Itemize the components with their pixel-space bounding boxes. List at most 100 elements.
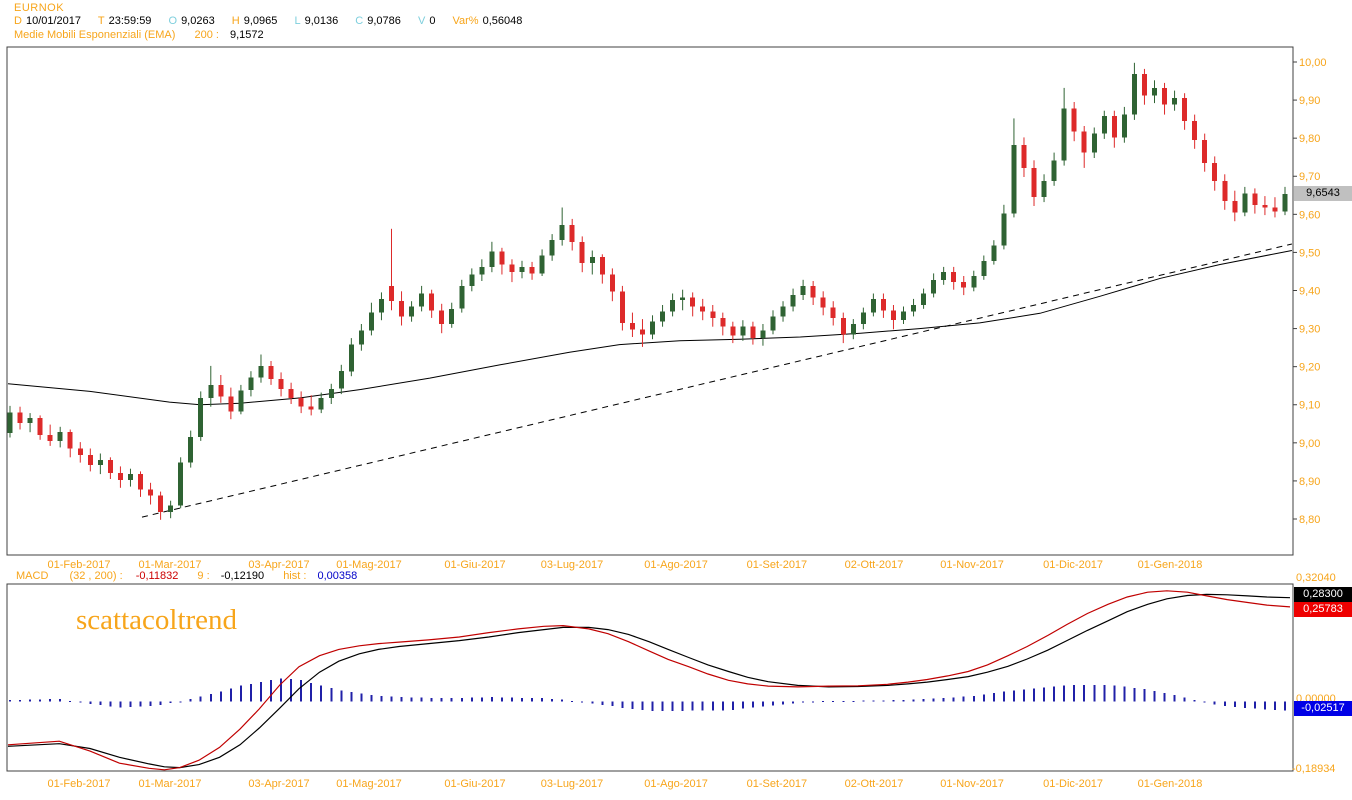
macd-histogram-bar [1233, 701, 1236, 707]
macd-histogram-bar [69, 700, 72, 702]
macd-histogram-bar [832, 700, 835, 702]
x-axis-label: 01-Mag-2017 [336, 778, 401, 790]
candle-body [1252, 193, 1258, 205]
candle-body [268, 365, 274, 379]
macd-histogram-bar [209, 694, 212, 702]
x-axis-label: 01-Mar-2017 [139, 778, 202, 790]
macd-histogram-bar [199, 696, 202, 702]
candle-body [148, 489, 154, 496]
candle-body [368, 312, 374, 331]
candle-body [298, 397, 304, 407]
candle-body [1202, 140, 1208, 163]
candle-body [971, 276, 977, 288]
candle-body [991, 245, 997, 261]
macd-histogram-bar [721, 701, 724, 711]
candle-body [128, 474, 133, 481]
candle-body [981, 260, 987, 276]
high-value: 9,0965 [243, 15, 278, 27]
macd-histogram-bar [1033, 688, 1035, 702]
macd-histogram-bar [611, 701, 614, 707]
ema-value: 9,1572 [230, 29, 264, 41]
macd-histogram-bar [671, 701, 674, 712]
candle-body [730, 326, 736, 336]
candle-body [891, 310, 896, 321]
macd-histogram-bar [1133, 687, 1136, 702]
candle-body [1182, 98, 1188, 121]
candle-body [1141, 74, 1147, 96]
macd-histogram-bar [29, 699, 32, 702]
candle-body [1212, 162, 1218, 181]
candle-body [700, 306, 706, 312]
candle-body [1111, 116, 1117, 138]
macd-histogram-bar [59, 699, 62, 702]
candle-body [117, 472, 123, 481]
price-chart-canvas[interactable]: 10,00 9,90 9,80 9,70 9,60 9,50 9,40 9,30 9,20 9,1… [0, 45, 1352, 571]
close-value: 9,0786 [367, 15, 401, 27]
candle-body [509, 264, 515, 273]
x-axis-label: 01-Ago-2017 [644, 559, 708, 571]
macd-histogram-bar [621, 701, 624, 708]
macd-histogram-bar [1053, 686, 1056, 702]
macd-histogram-bar [19, 699, 21, 702]
macd-histogram-bar [701, 701, 704, 711]
candle-body [338, 371, 344, 389]
candle-body [921, 293, 927, 305]
candle-body [499, 251, 505, 265]
macd-histogram-bar [470, 697, 473, 702]
x-axis-label: 01-Nov-2017 [940, 559, 1004, 571]
candle-body [650, 321, 655, 335]
candle-body [750, 326, 756, 339]
candle-body [1242, 193, 1248, 213]
y-axis-label: 9,60 [1299, 209, 1320, 221]
y-axis-label: 9,40 [1299, 286, 1320, 298]
candle-body [37, 418, 43, 435]
candle-body [228, 396, 234, 412]
candle-body [680, 297, 686, 301]
macd-chart-canvas[interactable]: 01-Feb-2017 01-Mar-2017 03-Apr-2017 01-Mag-… [0, 571, 1352, 800]
candle-body [1152, 87, 1157, 96]
y-axis-label: 9,70 [1299, 171, 1320, 183]
macd-histogram-bar [159, 701, 162, 705]
candle-body [17, 412, 23, 423]
ema-name: Medie Mobili Esponenziali (EMA) [14, 29, 176, 41]
macd-histogram-bar [249, 683, 252, 702]
macd-histogram-bar [460, 697, 463, 702]
candle-body [660, 311, 666, 322]
macd-hist-value: 0,00358 [317, 570, 358, 582]
volume-label: V [417, 15, 426, 27]
candle-body [188, 437, 194, 463]
date-label: D [14, 15, 22, 27]
macd-histogram-bar [480, 697, 483, 702]
ema-period: 200 : [194, 29, 219, 41]
macd-histogram-bar [892, 700, 895, 702]
macd-histogram-bar [400, 697, 403, 702]
candle-body [1031, 167, 1037, 198]
macd-histogram-bar [149, 701, 152, 706]
macd-histogram-bar [79, 701, 82, 703]
macd-hist-value-box: -0,02517 [1294, 701, 1352, 716]
macd-histogram-bar [1073, 685, 1076, 702]
candle-body [107, 460, 113, 473]
candle-body [348, 344, 354, 372]
macd-histogram-bar [932, 698, 935, 702]
macd-histogram-bar [1193, 700, 1196, 702]
macd-indicator-row: MACD (32 , 200) : -0,11832 9 : -0,12190 … [16, 570, 357, 582]
macd-histogram-bar [571, 700, 574, 702]
macd-histogram-bar [1002, 691, 1005, 702]
candle-body [800, 285, 806, 295]
x-axis-label: 02-Ott-2017 [845, 559, 904, 571]
macd-histogram-bar [551, 698, 554, 702]
macd-line-value-box: 0,25783 [1294, 602, 1352, 617]
candle-body [489, 251, 495, 267]
y-axis-label: 9,90 [1299, 95, 1320, 107]
macd-histogram-bar [169, 701, 172, 704]
candle-body [760, 330, 766, 339]
candle-body [419, 293, 425, 307]
close-label: C [355, 15, 364, 27]
candle-body [1071, 108, 1077, 132]
candle-body [1232, 201, 1238, 213]
macd-histogram-bar [129, 701, 132, 707]
macd-histogram-bar [982, 694, 985, 702]
macd-histogram-bar [270, 680, 272, 702]
candle-body [640, 329, 645, 335]
